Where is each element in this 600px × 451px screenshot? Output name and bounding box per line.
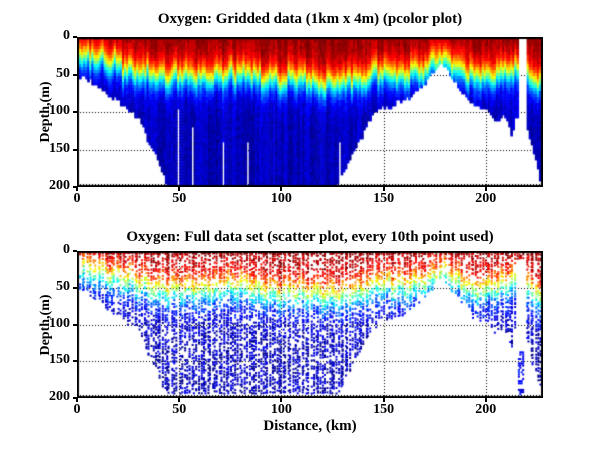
y-tick-label: 0 bbox=[63, 242, 70, 257]
y-tick-mark bbox=[73, 397, 77, 399]
x-tick-mark bbox=[178, 398, 181, 402]
y-tick-mark bbox=[73, 73, 77, 76]
y-tick-mark bbox=[73, 250, 77, 252]
x-tick-label: 0 bbox=[73, 191, 81, 206]
x-tick-label: 200 bbox=[475, 402, 497, 417]
y-tick-label: 200 bbox=[49, 178, 70, 193]
y-tick-label: 150 bbox=[49, 140, 70, 156]
y-tick-label: 100 bbox=[49, 103, 70, 118]
x-tick-mark bbox=[76, 187, 78, 191]
x-tick-mark bbox=[484, 187, 487, 191]
y-tick-mark bbox=[73, 323, 77, 326]
y-tick-mark bbox=[73, 186, 77, 188]
y-tick-label: 50 bbox=[56, 65, 70, 81]
y-tick-label: 200 bbox=[49, 389, 70, 404]
pcolor-plot-title: Oxygen: Gridded data (1km x 4m) (pcolor … bbox=[157, 11, 463, 27]
x-tick-mark bbox=[484, 398, 487, 402]
x-tick-mark bbox=[382, 398, 385, 402]
scatter-canvas bbox=[77, 251, 543, 398]
x-tick-label: 0 bbox=[73, 402, 81, 417]
x-tick-label: 100 bbox=[270, 191, 292, 206]
y-tick-label: 150 bbox=[49, 352, 70, 368]
scatter-plot-title: Oxygen: Full data set (scatter plot, eve… bbox=[126, 229, 494, 245]
x-tick-label: 100 bbox=[270, 402, 292, 417]
x-tick-label: 50 bbox=[172, 191, 187, 206]
y-tick-label: 100 bbox=[49, 315, 70, 331]
x-tick-label: 150 bbox=[373, 402, 395, 417]
y-tick-mark bbox=[73, 286, 77, 289]
x-tick-label: 200 bbox=[475, 191, 497, 206]
y-tick-mark bbox=[73, 148, 77, 151]
y-tick-label: 0 bbox=[63, 28, 70, 43]
y-tick-label: 50 bbox=[56, 278, 70, 294]
y-tick-mark bbox=[73, 36, 77, 38]
x-tick-label: 50 bbox=[172, 402, 187, 417]
x-tick-label: 150 bbox=[373, 191, 395, 206]
y-tick-mark bbox=[73, 360, 77, 363]
y-tick-mark bbox=[73, 111, 77, 113]
x-tick-mark bbox=[382, 187, 385, 191]
x-tick-mark bbox=[280, 398, 283, 402]
pcolor-canvas bbox=[77, 37, 543, 187]
x-tick-mark bbox=[178, 187, 181, 191]
x-axis-label: Distance, (km) bbox=[263, 418, 357, 434]
x-tick-mark bbox=[280, 187, 283, 191]
x-tick-mark bbox=[76, 398, 78, 402]
